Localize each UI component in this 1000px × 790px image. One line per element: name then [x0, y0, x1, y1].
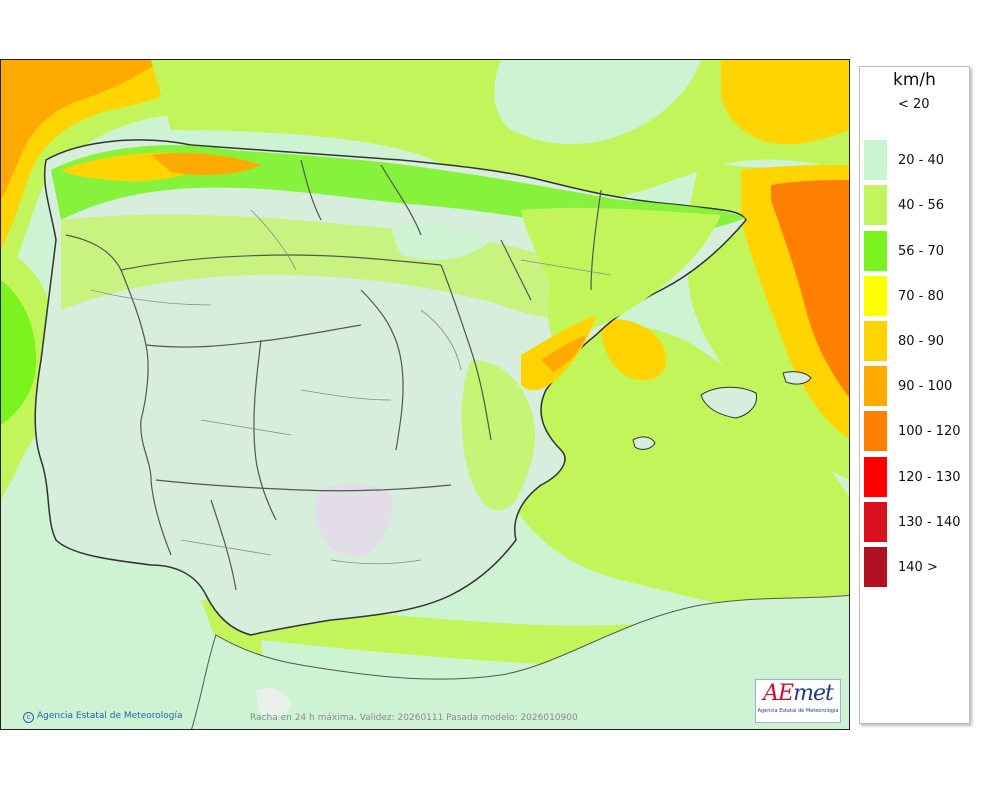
province-borders [90, 209, 612, 565]
legend-swatch [864, 456, 887, 497]
east-coast-band [461, 360, 536, 511]
balearic-menorca [782, 371, 812, 385]
legend-item: 90 - 100 [860, 366, 969, 411]
catalonia-band [521, 207, 721, 350]
legend: km/h < 20 20 - 40 40 - 56 56 - 70 70 - 80 80 … [859, 66, 970, 724]
legend-swatch [864, 547, 887, 587]
copyright-icon: c [23, 712, 34, 723]
biscay-yellow [721, 60, 849, 145]
legend-unit: km/h [893, 70, 936, 90]
map-graphic [1, 60, 849, 729]
legend-label: 40 - 56 [898, 198, 945, 214]
wind-gust-map: c Agencia Estatal de Meteorología Racha e… [0, 59, 850, 730]
africa-coast [191, 594, 849, 729]
legend-label: 100 - 120 [898, 424, 961, 440]
credit-text: Agencia Estatal de Meteorología [37, 711, 183, 721]
legend-swatch [864, 185, 887, 226]
legend-item: 140 > [860, 547, 969, 592]
balearic-mallorca [700, 386, 758, 419]
legend-item: 120 - 130 [860, 456, 969, 502]
legend-swatch [864, 366, 887, 407]
legend-label: 90 - 100 [898, 379, 953, 395]
legend-item: 70 - 80 [860, 275, 969, 321]
legend-label: 20 - 40 [898, 153, 945, 169]
legend-swatch [864, 230, 887, 271]
legend-item: 80 - 90 [860, 321, 969, 366]
med-balearic-yellow [600, 319, 667, 381]
map-caption: Racha en 24 h máxima. Validez: 20260111 … [250, 713, 578, 723]
atlantic-nw-orange [1, 60, 161, 200]
aemet-credit: c Agencia Estatal de Meteorología [23, 711, 183, 723]
legend-swatch [864, 275, 887, 316]
legend-swatch [864, 411, 887, 452]
legend-label: 80 - 90 [898, 334, 945, 349]
legend-item: 100 - 120 [860, 411, 969, 456]
logo-wordmark: AEmet [763, 681, 834, 706]
aemet-logo: AEmet Agencia Estatal de Meteorología [755, 679, 841, 723]
atlantic-west-green [1, 280, 36, 425]
legend-label: 130 - 140 [898, 514, 961, 530]
med-central-band [501, 324, 849, 620]
legend-swatch [864, 501, 887, 542]
legend-item: < 20 [860, 95, 969, 140]
legend-item: 20 - 40 [860, 140, 969, 185]
asturias-yellow [151, 153, 261, 176]
legend-label: 140 > [898, 560, 938, 575]
legend-label: 56 - 70 [898, 243, 945, 259]
legend-swatch [864, 321, 887, 361]
med-east-orange [771, 180, 849, 398]
ebro-pale [391, 224, 491, 260]
legend-label: < 20 [898, 97, 930, 112]
legend-label: 120 - 130 [898, 469, 961, 485]
valencia-orange [541, 335, 586, 372]
region-borders [65, 159, 602, 591]
balearic-ibiza [632, 436, 656, 450]
legend-item: 56 - 70 [860, 230, 969, 276]
legend-item: 130 - 140 [860, 501, 969, 547]
legend-swatch [864, 140, 887, 181]
legend-item: 40 - 56 [860, 185, 969, 230]
biscay-pale [494, 60, 701, 145]
sierra-nevada-area [315, 483, 393, 557]
logo-subtitle: Agencia Estatal de Meteorología [757, 708, 839, 714]
strait-patch [256, 688, 291, 718]
legend-label: 70 - 80 [898, 288, 945, 304]
